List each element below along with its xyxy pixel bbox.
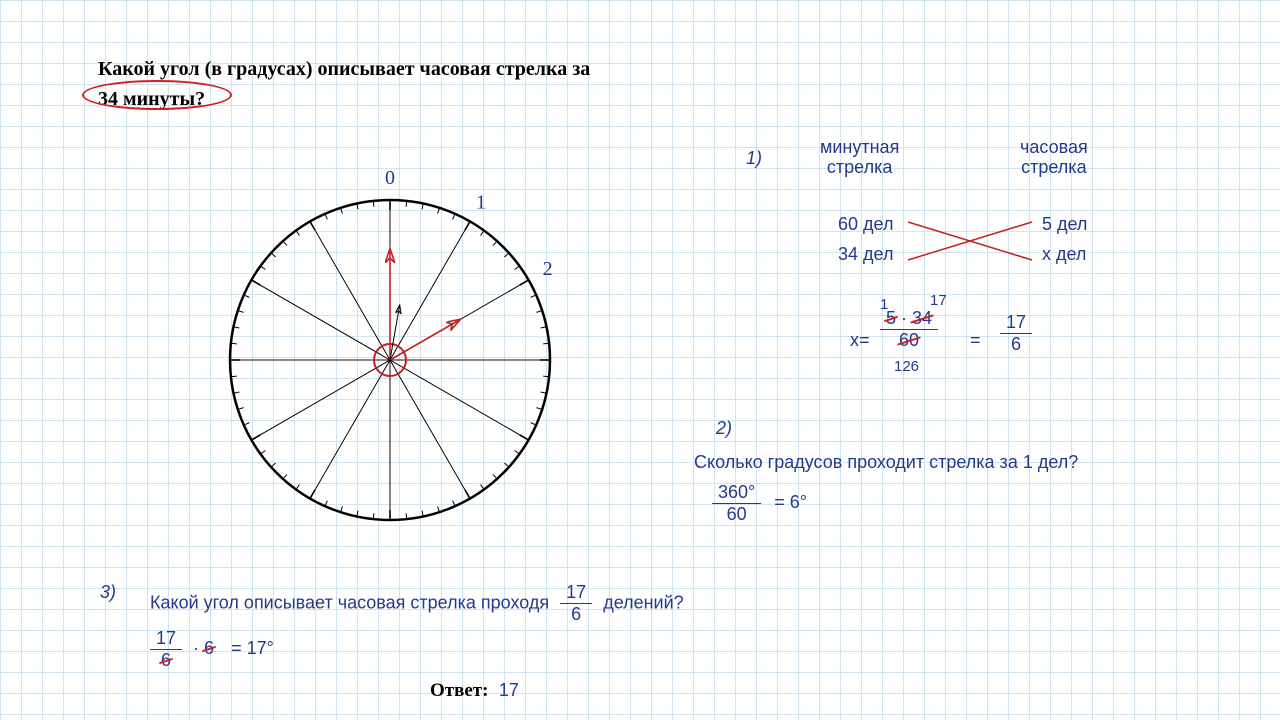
cancel-34-to: 17 [930, 292, 947, 309]
answer-label: Ответ: [430, 680, 488, 701]
step2-num: 2) [716, 418, 732, 439]
step3-calc-den: 6 [150, 650, 182, 671]
step2-text: Сколько градусов проходит стрелка за 1 д… [694, 452, 1078, 473]
step3-line: Какой угол описывает часовая стрелка про… [150, 582, 684, 625]
cancel-5-to: 1 [880, 296, 888, 313]
cross-lines [900, 214, 1040, 268]
step1-r2c1: 34 дел [838, 244, 893, 265]
step1-col-hour: часовая стрелка [1020, 138, 1088, 178]
step2-frac: 360° 60 = 6° [712, 482, 807, 525]
step1-frac: 5 · 34 60 [880, 308, 938, 351]
step3-after: делений? [603, 592, 684, 612]
step3-frac-den: 6 [560, 604, 592, 625]
step3-before: Какой угол описывает часовая стрелка про… [150, 592, 549, 612]
answer-value: 17 [499, 680, 519, 700]
cancel-60: 60 [899, 330, 919, 350]
svg-text:1: 1 [476, 191, 486, 213]
step1-result-den: 6 [1000, 334, 1032, 355]
answer-block: Ответ: 17 [430, 680, 519, 702]
step3-mult6: 6 [204, 638, 214, 658]
step3-frac-num: 17 [560, 582, 592, 604]
step1-result: 17 6 [1000, 312, 1032, 355]
step1-xeq: x= [850, 330, 870, 351]
clock-diagram: 0 1 2 [180, 150, 600, 570]
question-block: Какой угол (в градусах) описывает часова… [98, 54, 590, 114]
svg-text:2: 2 [543, 258, 553, 280]
step3-num: 3) [100, 582, 116, 603]
svg-text:0: 0 [385, 167, 395, 189]
step2-frac-num: 360° [712, 482, 761, 504]
step1-num: 1) [746, 148, 762, 169]
step1-col-minute: минутная стрелка [820, 138, 899, 178]
question-line2: 34 минуты? [98, 84, 205, 114]
step1-result-num: 17 [1000, 312, 1032, 334]
step2-eq: = 6° [774, 492, 807, 512]
question-line1: Какой угол (в градусах) описывает часова… [98, 54, 590, 84]
step1-r1c2: 5 дел [1042, 214, 1087, 235]
step1-eq-sign: = [970, 330, 981, 351]
step1-r2c2: х дел [1042, 244, 1086, 265]
step3-calc-num: 17 [150, 628, 182, 650]
step3-eq: = 17° [231, 638, 274, 658]
step3-calc: 17 6 · 6 = 17° [150, 628, 274, 671]
cancel-34: 34 [912, 308, 932, 328]
step2-frac-den: 60 [712, 504, 761, 525]
step1-r1c1: 60 дел [838, 214, 893, 235]
cancel-60-to: 126 [894, 358, 919, 375]
